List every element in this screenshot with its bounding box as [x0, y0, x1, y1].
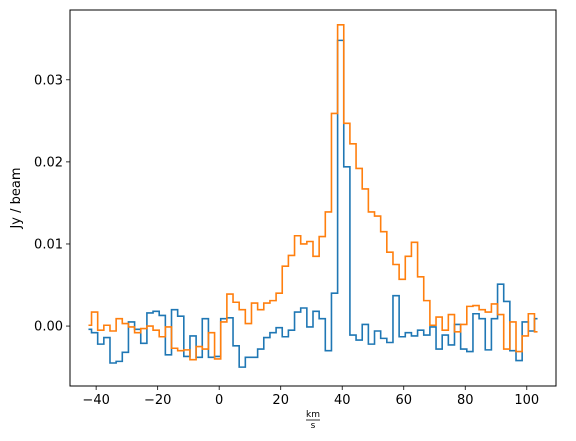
x-tick-label: 20 [272, 393, 289, 408]
y-tick-label: 0.01 [34, 237, 63, 252]
y-tick-label: 0.03 [34, 73, 63, 88]
x-tick-label: 0 [215, 393, 223, 408]
series-1-line [88, 39, 538, 368]
plot-frame [69, 9, 557, 387]
x-axis: −40 −20 0 20 40 60 80 100 [82, 386, 539, 408]
x-tick-label: −20 [144, 393, 171, 408]
y-tick-label: 0.00 [34, 320, 63, 335]
y-axis: 0.00 0.01 0.02 0.03 [34, 73, 70, 335]
y-axis-label: Jy / beam [9, 167, 24, 229]
x-tick-label: 80 [457, 393, 474, 408]
x-tick-label: −40 [82, 393, 109, 408]
x-tick-label: 100 [514, 393, 539, 408]
series-2-line [88, 23, 538, 361]
x-tick-label: 60 [395, 393, 412, 408]
x-tick-label: 40 [334, 393, 351, 408]
x-axis-label: km s [306, 410, 320, 431]
series-group [88, 23, 538, 368]
x-axis-label-numerator: km [306, 410, 320, 420]
y-tick-label: 0.02 [34, 155, 63, 170]
x-axis-label-denominator: s [311, 421, 316, 431]
